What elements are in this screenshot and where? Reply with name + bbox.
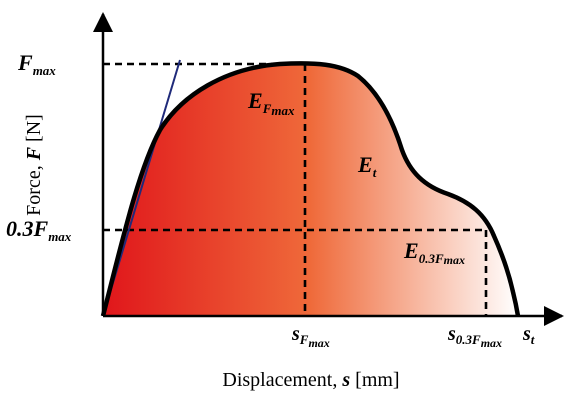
s-fmax-tick-label: sFmax (291, 323, 330, 350)
fmax-sub: max (33, 63, 57, 78)
e-03-region-label: E0.3Fmax (403, 238, 465, 267)
e-fmax-sub: F (262, 101, 272, 116)
s-03-tick-label: s0.3Fmax (447, 323, 502, 350)
e-fmax-region-label: EFmax (247, 88, 295, 118)
s-t-tick-label: st (522, 323, 535, 347)
s-fmax-sub: F (299, 332, 309, 347)
e-t-main: E (357, 152, 373, 177)
s-03-main: s (447, 323, 456, 345)
e-03-sub: 0.3F (419, 251, 444, 266)
e-t-sub: t (373, 165, 377, 180)
y-axis-title-prefix: Force, (23, 160, 45, 216)
e-t-region-label: Et (357, 152, 377, 180)
fmax-main: F (17, 50, 33, 75)
s-t-main: s (522, 323, 531, 345)
e-03-main: E (403, 238, 419, 263)
x-axis-title: Displacement, s [mm] (222, 369, 399, 391)
s-fmax-main: s (291, 323, 300, 345)
y-axis-title: Force, F [N] (23, 114, 45, 216)
fmax-tick-label: Fmax (17, 50, 56, 78)
e-fmax-subsub: max (271, 103, 295, 118)
force-displacement-curve (100, 61, 521, 317)
f03-main: 0.3F (6, 216, 49, 241)
s-03-sub: 0.3F (456, 332, 481, 347)
f03-tick-label: 0.3Fmax (6, 216, 72, 244)
y-axis-title-unit: [N] (23, 114, 45, 147)
s-t-sub: t (531, 332, 535, 347)
f03-sub: max (48, 229, 72, 244)
x-axis-title-unit: [mm] (350, 369, 399, 391)
y-axis-title-symbol: F (23, 146, 45, 161)
e-03-subsub: max (444, 253, 465, 267)
x-axis-title-symbol: s (341, 369, 350, 391)
s-03-subsub: max (481, 336, 502, 350)
e-fmax-main: E (247, 88, 263, 113)
x-axis-title-prefix: Displacement, (222, 369, 342, 391)
energy-area (103, 63, 518, 317)
s-fmax-subsub: max (308, 336, 329, 350)
